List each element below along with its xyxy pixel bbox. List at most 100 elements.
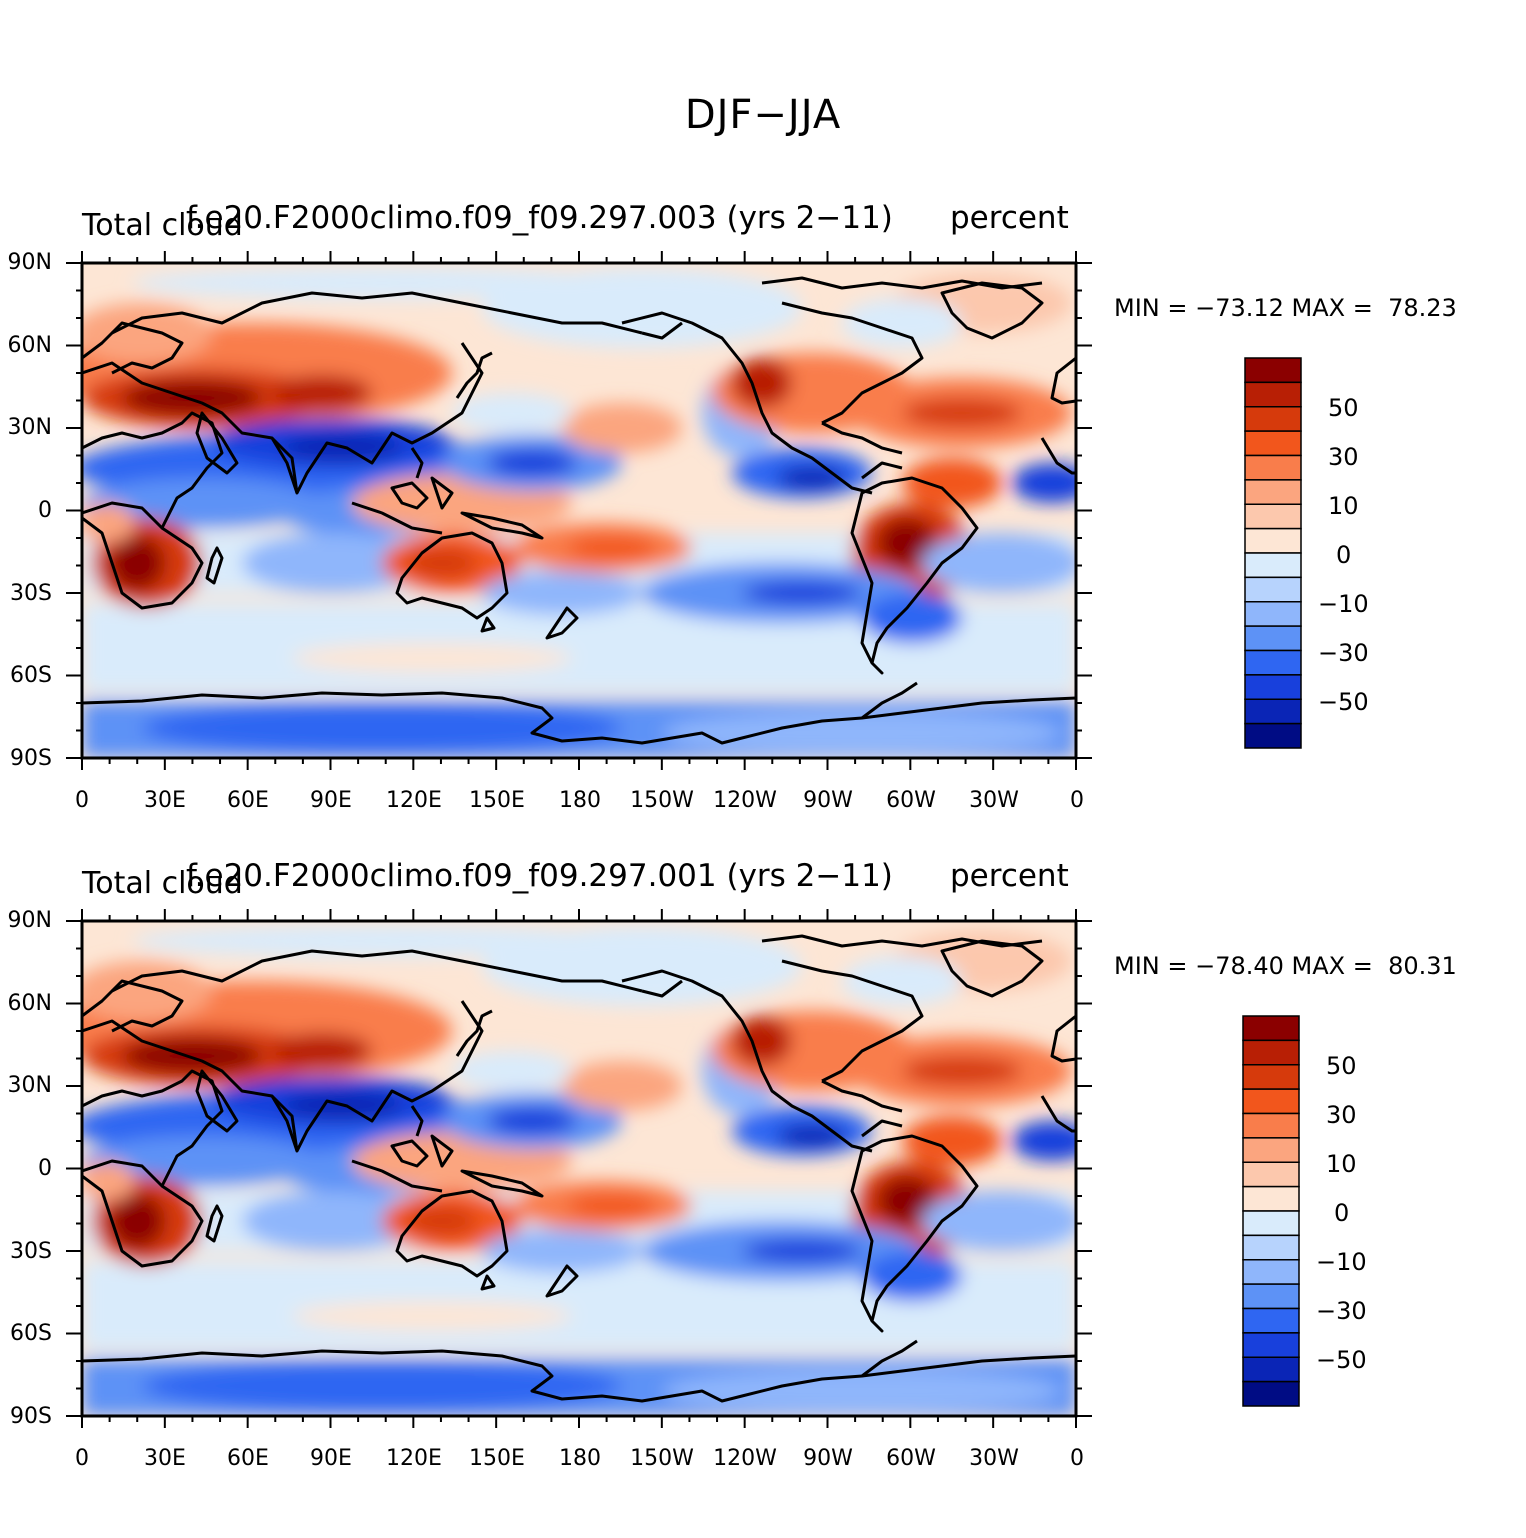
panel-1-ytick: 30S (10, 581, 52, 606)
colorbar-swatch (1244, 698, 1302, 725)
panel-1-colorbar-label: 50 (1328, 394, 1359, 422)
panel-1-colorbar-label: −10 (1318, 590, 1369, 618)
panel-2-ytick: 60S (10, 1321, 52, 1346)
colorbar-swatch (1242, 1161, 1300, 1188)
panel-1-xtick: 0 (1070, 788, 1084, 813)
panel-2-ytick: 0 (38, 1156, 52, 1181)
panel-2-case-title: f.e20.F2000climo.f09_f09.297.001 (yrs 2−… (186, 858, 893, 894)
panel-2-xtick: 150E (469, 1446, 525, 1471)
panel-1-units-title: percent (950, 200, 1069, 236)
panel-1-ytick: 30N (7, 415, 52, 440)
panel-1-xtick: 90E (310, 788, 352, 813)
panel-2-units-title: percent (950, 858, 1069, 894)
panel-1-xtick: 30W (969, 788, 1019, 813)
panel-2-ytick: 60N (7, 991, 52, 1016)
colorbar-swatch (1244, 601, 1302, 627)
colorbar-swatch (1242, 1039, 1300, 1066)
panel-1-xtick: 150W (630, 788, 694, 813)
colorbar-swatch (1242, 1380, 1300, 1407)
colorbar-swatch (1242, 1112, 1300, 1139)
colorbar-swatch (1242, 1088, 1300, 1115)
panel-2-ytick: 90S (10, 1404, 52, 1429)
panel-2-ytick: 30N (7, 1073, 52, 1098)
panel-1-ytick: 60S (10, 663, 52, 688)
panel-1-xtick: 120W (713, 788, 777, 813)
panel-2-colorbar-label: −10 (1316, 1248, 1367, 1276)
panel-2-colorbar (1242, 1015, 1300, 1407)
panel-1-colorbar-label: 10 (1328, 492, 1359, 520)
panel-2-colorbar-label: 30 (1326, 1101, 1357, 1129)
panel-1-ytick: 90N (7, 250, 52, 275)
colorbar-swatch (1242, 1234, 1300, 1261)
panel-2-minmax: MIN = −78.40 MAX = 80.31 (1114, 952, 1457, 980)
colorbar-swatch (1242, 1137, 1300, 1163)
panel-1-minmax: MIN = −73.12 MAX = 78.23 (1114, 294, 1457, 322)
colorbar-swatch (1242, 1307, 1300, 1334)
colorbar-swatch (1244, 357, 1302, 384)
panel-1-xtick: 150E (469, 788, 525, 813)
panel-2-colorbar-label: 10 (1326, 1150, 1357, 1178)
panel-1-ytick: 0 (38, 498, 52, 523)
colorbar-swatch (1242, 1283, 1300, 1310)
panel-2-xtick: 90E (310, 1446, 352, 1471)
panel-2-xtick: 60W (886, 1446, 936, 1471)
panel-1-ytick: 60N (7, 333, 52, 358)
panel-1-xtick: 120E (386, 788, 442, 813)
panel-2-ytick: 30S (10, 1239, 52, 1264)
panel-2-xtick: 120E (386, 1446, 442, 1471)
panel-2-xtick: 30E (144, 1446, 186, 1471)
colorbar-swatch (1242, 1064, 1300, 1090)
colorbar-swatch (1244, 479, 1302, 505)
panel-2-xtick: 180 (559, 1446, 601, 1471)
panel-1-colorbar-label: −50 (1318, 688, 1369, 716)
panel-1-variable-title: Total cloud (82, 208, 243, 243)
panel-1-colorbar-label: −30 (1318, 639, 1369, 667)
colorbar-swatch (1244, 430, 1302, 457)
panel-2-ytick: 90N (7, 908, 52, 933)
panel-2-colorbar-label: −30 (1316, 1297, 1367, 1325)
panel-2-xtick: 90W (803, 1446, 853, 1471)
colorbar-swatch (1242, 1015, 1300, 1042)
figure-title: DJF−JJA (684, 92, 842, 138)
panel-2-map (66, 909, 1092, 1428)
panel-1-xtick: 0 (75, 788, 89, 813)
colorbar-swatch (1242, 1332, 1300, 1358)
panel-2-variable-title: Total cloud (82, 866, 243, 901)
panel-1-case-title: f.e20.F2000climo.f09_f09.297.003 (yrs 2−… (186, 200, 893, 236)
colorbar-swatch (1244, 503, 1302, 530)
panel-2-xtick: 60E (227, 1446, 269, 1471)
panel-1-map (66, 251, 1092, 770)
colorbar-swatch (1244, 552, 1302, 579)
colorbar-swatch (1244, 576, 1302, 603)
colorbar-swatch (1244, 649, 1302, 676)
panel-2-xtick: 150W (630, 1446, 694, 1471)
panel-1-xtick: 180 (559, 788, 601, 813)
panel-1-ytick: 90S (10, 746, 52, 771)
panel-1-xtick: 90W (803, 788, 853, 813)
panel-2-colorbar-label: 50 (1326, 1052, 1357, 1080)
panel-2-xtick: 0 (75, 1446, 89, 1471)
colorbar-swatch (1244, 527, 1302, 554)
panel-1-colorbar-label: 30 (1328, 443, 1359, 471)
panel-1-colorbar-label: 0 (1336, 541, 1352, 569)
panel-1-xtick: 30E (144, 788, 186, 813)
panel-1-xtick: 60W (886, 788, 936, 813)
panel-1-colorbar (1244, 357, 1302, 749)
colorbar-swatch (1244, 722, 1302, 749)
colorbar-swatch (1244, 381, 1302, 408)
colorbar-swatch (1242, 1356, 1300, 1383)
colorbar-swatch (1244, 625, 1302, 652)
colorbar-swatch (1244, 674, 1302, 700)
panel-2-xtick: 120W (713, 1446, 777, 1471)
panel-2-xtick: 30W (969, 1446, 1019, 1471)
panel-2-colorbar-label: 0 (1334, 1199, 1350, 1227)
colorbar-swatch (1244, 454, 1302, 481)
panel-1-xtick: 60E (227, 788, 269, 813)
colorbar-swatch (1242, 1259, 1300, 1285)
panel-2-xtick: 0 (1070, 1446, 1084, 1471)
panel-2-colorbar-label: −50 (1316, 1346, 1367, 1374)
colorbar-swatch (1242, 1210, 1300, 1237)
colorbar-swatch (1242, 1185, 1300, 1212)
colorbar-swatch (1244, 406, 1302, 432)
